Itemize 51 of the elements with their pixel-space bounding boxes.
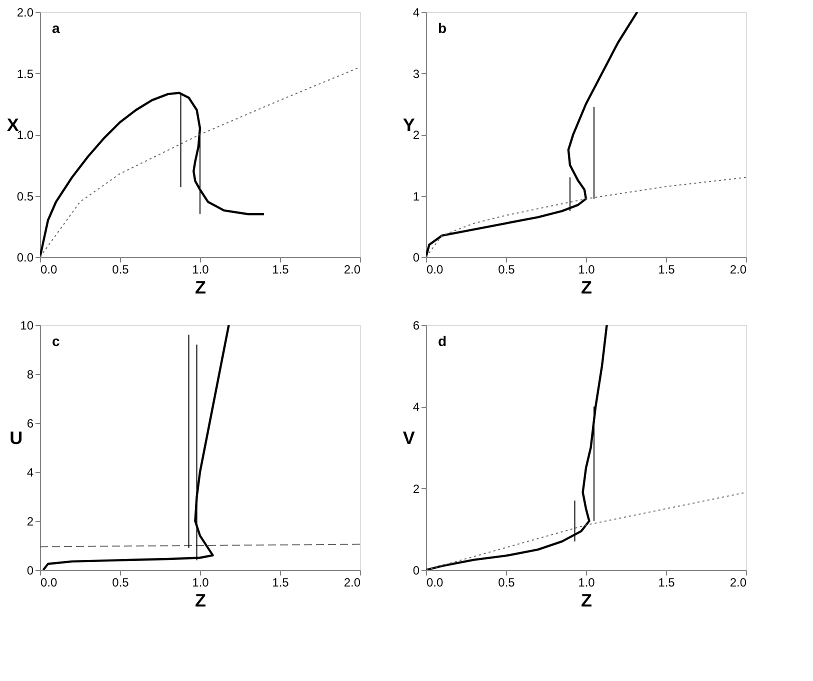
x-tick-label: 2.0 — [344, 576, 361, 590]
x-tick-label: 1.5 — [658, 576, 676, 590]
x-tick-label: 2.0 — [730, 576, 747, 590]
x-tick-label: 0.5 — [112, 576, 130, 590]
y-tick-label: 1 — [412, 189, 420, 204]
x-tick-label: 0.5 — [498, 576, 516, 590]
y-tick-label: 2 — [412, 482, 420, 496]
x-tick-label: 1.0 — [578, 262, 596, 276]
y-tick-label: 0 — [412, 250, 420, 264]
x-tick-label: 0.5 — [498, 262, 516, 276]
x-tick-label: 2.0 — [730, 262, 747, 276]
y-tick-label: 1.5 — [16, 66, 34, 81]
x-tick-label: 1.5 — [272, 262, 290, 276]
annotation: c — [52, 333, 60, 349]
x-tick-label: 1.0 — [578, 576, 596, 590]
annotation: d — [438, 333, 447, 349]
y-tick-label: 8 — [26, 368, 34, 382]
y-tick-label: 6 — [26, 416, 34, 430]
y-axis-title: X — [6, 115, 19, 135]
y-axis-title: Y — [402, 115, 415, 135]
y-tick-label: 3 — [412, 66, 420, 81]
y-tick-label: 4 — [26, 466, 34, 480]
x-tick-label: 0.0 — [426, 576, 444, 590]
y-tick-label: 0.5 — [16, 189, 34, 204]
x-axis-title: Z — [581, 590, 592, 610]
x-tick-label: 0.0 — [40, 262, 58, 276]
y-tick-label: 6 — [412, 318, 420, 332]
x-tick-label: 2.0 — [344, 262, 361, 276]
x-tick-label: 1.0 — [192, 576, 210, 590]
x-tick-label: 1.5 — [272, 576, 290, 590]
x-axis-title: Z — [195, 278, 206, 298]
y-tick-label: 0 — [412, 564, 420, 578]
x-tick-label: 0.0 — [426, 262, 444, 276]
x-tick-label: 1.0 — [192, 262, 210, 276]
x-tick-label: 1.5 — [658, 262, 676, 276]
y-axis-title: V — [402, 428, 415, 448]
y-tick-label: 0.0 — [16, 250, 34, 264]
y-tick-label: 10 — [20, 318, 34, 332]
y-tick-label: 0 — [26, 564, 34, 578]
x-axis-title: Z — [581, 278, 592, 298]
x-tick-label: 0.5 — [112, 262, 130, 276]
annotation: b — [438, 20, 447, 36]
y-tick-label: 2 — [26, 514, 34, 528]
y-tick-label: 4 — [412, 6, 420, 20]
x-tick-label: 0.0 — [40, 576, 58, 590]
y-tick-label: 2 — [412, 128, 420, 142]
y-tick-label: 4 — [412, 400, 420, 414]
x-axis-title: Z — [195, 590, 206, 610]
annotation: a — [52, 20, 60, 36]
y-axis-title: U — [10, 428, 23, 448]
y-tick-label: 2.0 — [16, 6, 34, 20]
